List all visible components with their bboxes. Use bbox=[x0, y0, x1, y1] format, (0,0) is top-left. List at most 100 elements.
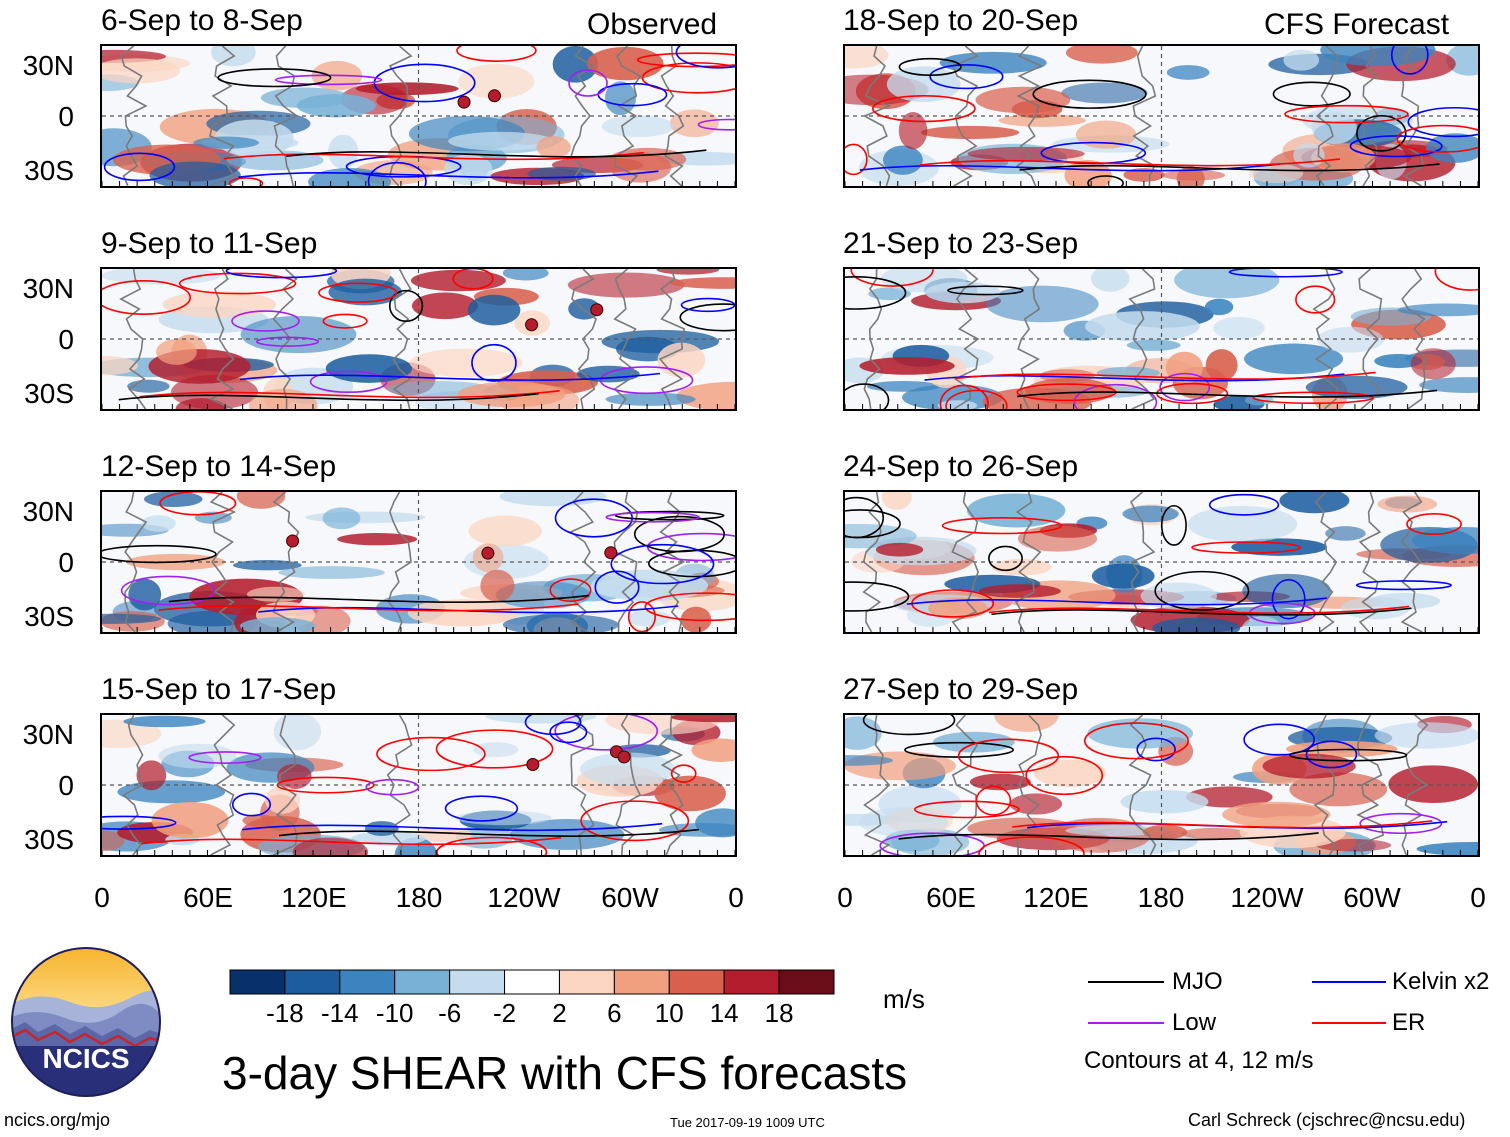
shear-anomaly-blob bbox=[1017, 525, 1098, 552]
units-label: m/s bbox=[883, 984, 925, 1014]
coastline bbox=[1400, 46, 1425, 186]
coastline bbox=[951, 492, 979, 632]
wave-contour bbox=[975, 785, 1012, 816]
shear-anomaly-blob bbox=[605, 392, 696, 406]
panel-title-right-1: 18-Sep to 20-Sep bbox=[843, 4, 1079, 37]
shear-anomaly-blob bbox=[1416, 842, 1478, 855]
shear-anomaly-blob bbox=[467, 294, 521, 326]
lat-label-30s: 30S bbox=[24, 378, 74, 409]
shear-anomaly-blob bbox=[586, 46, 664, 81]
shear-anomaly-blob bbox=[1377, 495, 1438, 513]
lat-label-30n: 30N bbox=[22, 50, 74, 81]
shear-anomaly-blob bbox=[1446, 46, 1478, 76]
map-panel-observed-1 bbox=[100, 44, 737, 188]
wave-contour bbox=[1284, 104, 1409, 124]
shear-anomaly-blob bbox=[151, 802, 229, 839]
lon-label-0: 0 bbox=[837, 882, 853, 913]
shear-anomaly-blob bbox=[695, 808, 735, 838]
colorbar-tick-label: -10 bbox=[375, 998, 414, 1028]
wave-contour bbox=[919, 158, 1340, 167]
wave-contour bbox=[850, 269, 934, 287]
shear-anomaly-blob bbox=[1419, 377, 1478, 393]
shear-anomaly-blob bbox=[468, 515, 542, 547]
coastline bbox=[1014, 715, 1042, 855]
wave-contour bbox=[898, 832, 1319, 841]
shear-anomaly-blob bbox=[920, 125, 1020, 140]
shear-anomaly-blob bbox=[591, 569, 709, 602]
wave-contour bbox=[670, 764, 697, 783]
coastline bbox=[272, 269, 298, 409]
colorbar-tick-label: 18 bbox=[764, 998, 794, 1028]
wave-contour bbox=[228, 177, 264, 186]
coastline bbox=[119, 269, 147, 409]
coastline bbox=[658, 269, 686, 409]
wave-contour bbox=[1017, 389, 1438, 398]
wave-contour bbox=[1359, 812, 1443, 835]
wave-contour bbox=[955, 371, 1376, 380]
shear-anomaly-blob bbox=[136, 760, 167, 791]
wave-contour bbox=[871, 94, 976, 123]
colorbar-swatch bbox=[504, 969, 560, 995]
main-title: 3-day SHEAR with CFS forecasts bbox=[222, 1047, 908, 1099]
website-link[interactable]: ncics.org/mjo bbox=[4, 1110, 111, 1130]
lon-label-180: 180 bbox=[1137, 882, 1185, 913]
lat-label-30n: 30N bbox=[22, 719, 74, 750]
shear-anomaly-blob bbox=[609, 147, 687, 171]
shear-anomaly-blob bbox=[1205, 349, 1238, 382]
shear-anomaly-blob bbox=[567, 272, 685, 298]
wave-contour bbox=[524, 715, 582, 736]
wave-contour bbox=[309, 370, 388, 394]
wave-contour bbox=[914, 800, 1020, 819]
wave-contour bbox=[231, 792, 272, 817]
shear-anomaly-blob bbox=[1311, 143, 1376, 173]
wave-contour bbox=[580, 800, 690, 842]
shear-anomaly-blob bbox=[845, 46, 889, 69]
coastline bbox=[614, 46, 642, 186]
shear-anomaly-blob bbox=[156, 339, 197, 365]
lon-label-60e: 60E bbox=[183, 882, 233, 913]
shear-anomaly-blob bbox=[240, 617, 316, 632]
shear-anomaly-blob bbox=[868, 287, 912, 301]
coastline bbox=[863, 269, 883, 409]
shear-anomaly-blob bbox=[552, 46, 599, 83]
wave-contour bbox=[223, 151, 644, 161]
shear-anomaly-blob bbox=[875, 542, 924, 557]
shear-anomaly-blob bbox=[1061, 82, 1148, 104]
wave-contour bbox=[947, 285, 1024, 296]
shear-anomaly-blob bbox=[991, 558, 1052, 576]
wave-contour bbox=[1355, 580, 1452, 591]
tropical-cyclone-marker bbox=[526, 757, 540, 771]
tropical-cyclone-marker bbox=[286, 534, 300, 548]
wave-contour bbox=[1390, 46, 1429, 75]
wave-contour bbox=[1406, 513, 1462, 536]
shear-anomaly-blob bbox=[536, 136, 571, 159]
wave-contour bbox=[168, 594, 589, 604]
wave-contour bbox=[239, 372, 661, 381]
shear-anomaly-blob bbox=[458, 63, 535, 99]
wave-contour bbox=[1434, 269, 1478, 291]
shear-anomaly-blob bbox=[1090, 269, 1130, 292]
colorbar-tick-label: 10 bbox=[654, 998, 684, 1028]
wave-contour bbox=[1272, 81, 1351, 107]
shear-anomaly-blob bbox=[1374, 354, 1423, 369]
map-panel-observed-4 bbox=[100, 713, 737, 857]
shear-anomaly-blob bbox=[1165, 351, 1203, 384]
tropical-cyclone-marker bbox=[590, 303, 604, 317]
coastline bbox=[570, 715, 595, 855]
map-panel-forecast-3 bbox=[843, 490, 1480, 634]
shear-anomaly-blob bbox=[627, 610, 671, 627]
tropical-cyclone-marker bbox=[604, 546, 618, 560]
colorbar-swatch bbox=[339, 969, 396, 995]
shear-anomaly-blob bbox=[1152, 617, 1241, 632]
wave-contour bbox=[435, 729, 554, 769]
coastline bbox=[613, 492, 639, 632]
wave-contour bbox=[231, 310, 300, 332]
wave-contour bbox=[1271, 578, 1306, 620]
shear-anomaly-blob bbox=[409, 348, 523, 378]
shear-anomaly-blob bbox=[117, 780, 226, 804]
shear-anomaly-blob bbox=[1426, 133, 1478, 163]
lat-label-30s: 30S bbox=[24, 155, 74, 186]
coastline bbox=[660, 46, 685, 186]
coastline bbox=[863, 715, 891, 855]
wave-contour bbox=[636, 52, 735, 68]
